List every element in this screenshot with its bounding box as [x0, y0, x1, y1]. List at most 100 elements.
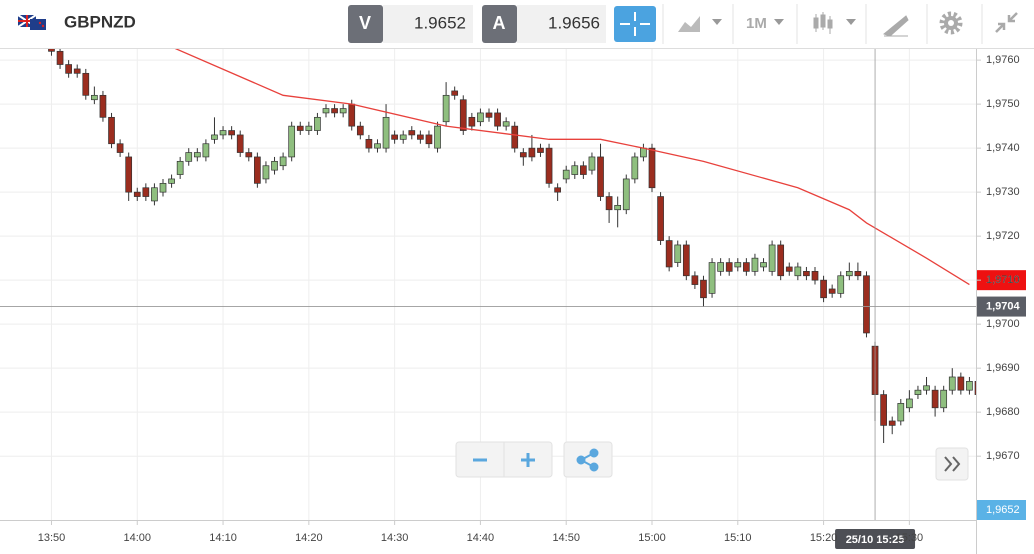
buy-label[interactable]: A	[493, 13, 506, 33]
x-tick-label: 15:10	[724, 532, 752, 544]
draw-button[interactable]	[882, 15, 909, 37]
candle-body	[528, 147, 536, 158]
zoom-in[interactable]	[521, 453, 535, 467]
candle-body	[451, 90, 459, 96]
candle-body	[82, 72, 90, 96]
candle-body	[837, 275, 845, 294]
y-tick-label: 1,9730	[986, 186, 1020, 198]
y-tick-label: 1,9670	[986, 450, 1020, 462]
share-button[interactable]	[563, 441, 613, 478]
candle-body	[408, 130, 416, 136]
ma-badge-label: 1,9710	[986, 274, 1020, 286]
chart-type-button[interactable]	[678, 16, 722, 32]
candle-body	[708, 262, 716, 294]
crosshair-price-badge	[977, 296, 1026, 317]
candle-body	[888, 420, 896, 426]
candle-body	[923, 385, 930, 391]
candle-body	[348, 103, 356, 127]
candle-body	[545, 147, 553, 184]
candle-body	[648, 147, 656, 189]
crosshair-icon	[620, 12, 650, 36]
buy-price[interactable]: 1.9656	[548, 13, 600, 32]
y-tick-label: 1,9680	[986, 406, 1020, 418]
candle-body	[459, 99, 467, 131]
candle-body	[91, 94, 98, 101]
candle-body	[176, 160, 184, 175]
x-tick-label: 14:30	[381, 532, 409, 544]
candle-body	[305, 125, 313, 131]
timeframe-caret[interactable]	[774, 19, 784, 25]
candle-body	[133, 191, 141, 197]
sell-button[interactable]	[348, 5, 383, 43]
candle-body	[640, 147, 647, 158]
candle-body	[777, 244, 785, 277]
x-tick-label: 14:10	[209, 532, 237, 544]
crosshair-button[interactable]	[614, 6, 656, 42]
x-tick-label: 15:20	[810, 532, 838, 544]
candle-body	[48, 49, 55, 52]
candle-body	[605, 196, 613, 211]
candle-body	[262, 165, 270, 180]
candle-body	[477, 112, 484, 123]
y-tick-label: 1,9740	[986, 142, 1020, 154]
candle-body	[125, 156, 133, 193]
candle-body	[537, 147, 544, 153]
candle-body	[828, 288, 836, 294]
candle-body	[880, 394, 887, 426]
candle-body	[442, 94, 450, 123]
candle-body	[717, 262, 724, 272]
candle-body	[665, 240, 673, 268]
candle-body	[151, 187, 158, 202]
candle-body	[356, 125, 364, 136]
moving-average	[174, 49, 970, 286]
candle-body	[245, 152, 253, 158]
candle-body	[468, 116, 476, 127]
x-tick-label: 13:50	[38, 532, 66, 544]
buy-price-box[interactable]	[517, 5, 606, 43]
sell-price[interactable]: 1.9652	[414, 13, 466, 32]
crosshair-time-label: 25/10 15:25	[846, 534, 905, 546]
candle-body	[785, 266, 793, 272]
candle-body	[931, 389, 939, 409]
sell-label[interactable]: V	[359, 13, 371, 33]
candle-body	[580, 165, 587, 175]
candle-body	[159, 182, 167, 193]
candle-body	[494, 112, 501, 127]
candle-body	[691, 275, 699, 285]
x-tick-label: 14:40	[467, 532, 495, 544]
x-tick-label: 14:50	[552, 532, 580, 544]
y-tick-label: 1,9690	[986, 362, 1020, 374]
candle-body	[725, 262, 733, 272]
candle-body	[906, 398, 913, 409]
y-tick-label: 1,9700	[986, 318, 1020, 330]
candle-type-button[interactable]	[813, 12, 856, 34]
share-icon	[576, 448, 599, 472]
dividers	[662, 4, 983, 44]
candle-body	[425, 134, 433, 145]
candle-body	[811, 271, 819, 281]
candle-body	[622, 178, 630, 211]
candle-body	[228, 130, 235, 136]
candle-body	[108, 116, 115, 145]
buy-button[interactable]	[482, 5, 517, 43]
candle-body	[657, 196, 664, 241]
candle-body	[700, 279, 707, 299]
candle-body	[743, 262, 750, 272]
sell-price-box[interactable]	[383, 5, 473, 43]
candle-body	[339, 108, 347, 114]
candle-body	[322, 108, 330, 114]
candle-body	[571, 165, 579, 175]
candle-body	[940, 389, 948, 409]
timeframe[interactable]: 1M	[746, 15, 767, 32]
candle-body	[597, 156, 604, 197]
collapse-button[interactable]	[995, 12, 1018, 33]
candle-body	[588, 156, 596, 171]
candle-body	[803, 271, 810, 277]
candle-body	[974, 381, 976, 395]
crosshair-price-label: 1,9704	[986, 300, 1021, 312]
candle-body	[142, 187, 150, 197]
candle-body	[897, 403, 905, 422]
settings-button[interactable]	[939, 11, 963, 35]
